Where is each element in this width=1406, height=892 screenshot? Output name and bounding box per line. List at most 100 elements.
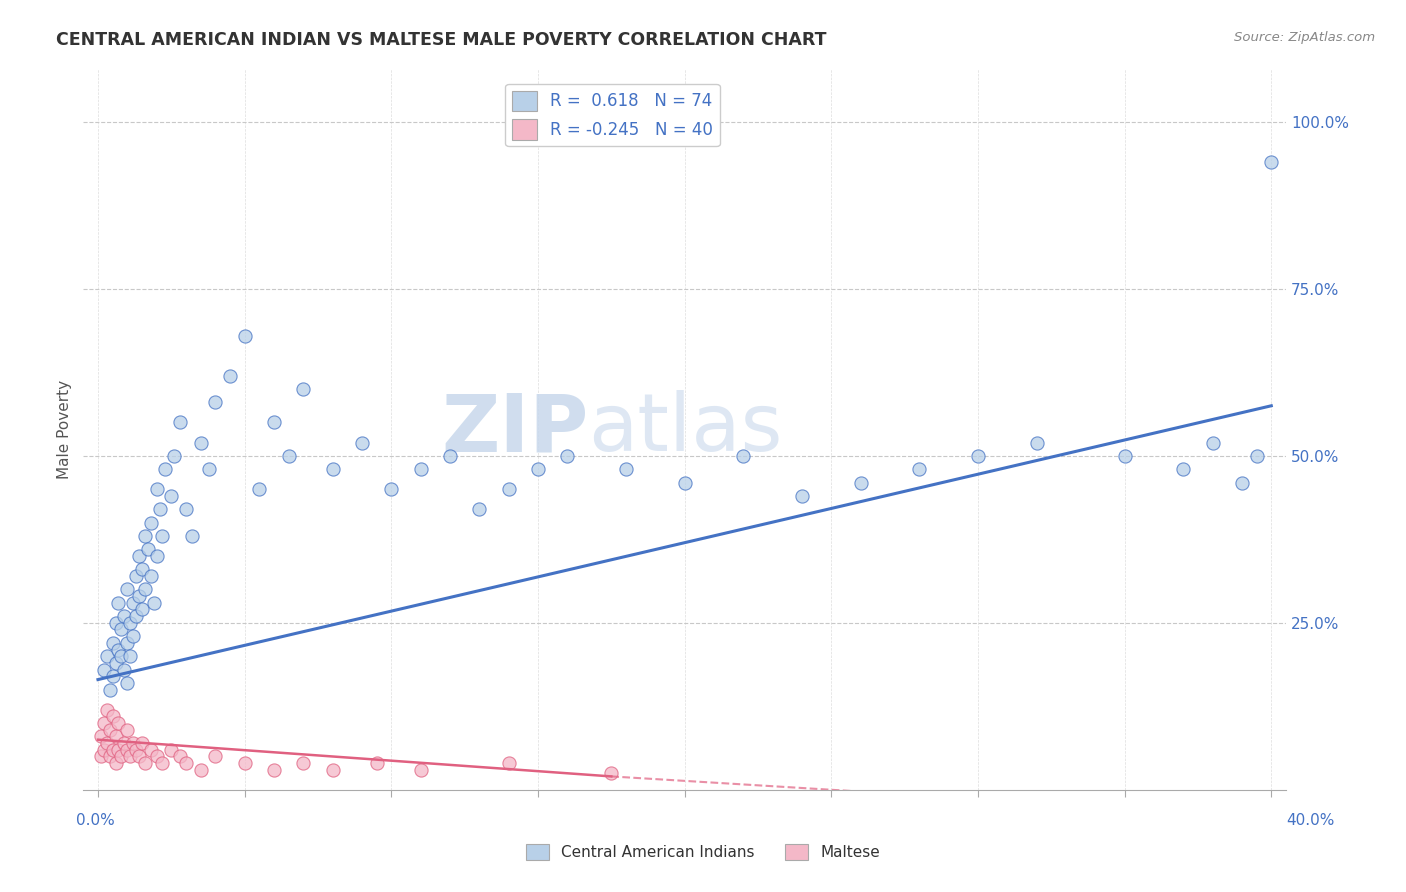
Point [104,615,127,630]
Text: ZIP: ZIP [441,390,589,468]
Point [1230,475,1253,490]
Point [160,489,183,503]
Point [93,716,115,731]
Point [204,749,226,764]
Point [498,482,520,496]
Point [204,395,226,409]
Point [174,502,197,516]
Point [128,589,150,603]
Point [673,475,696,490]
Point [90,730,112,744]
Point [409,462,432,476]
Point [145,482,167,496]
Point [131,562,153,576]
Point [366,756,388,770]
Text: 0.0%: 0.0% [76,814,115,828]
Y-axis label: Male Poverty: Male Poverty [58,380,72,479]
Point [277,449,299,463]
Point [112,663,135,677]
Point [107,596,129,610]
Point [134,529,156,543]
Point [101,636,124,650]
Point [908,462,931,476]
Point [139,516,162,530]
Point [292,756,315,770]
Point [263,416,285,430]
Point [322,462,344,476]
Point [125,569,148,583]
Point [322,763,344,777]
Point [439,449,461,463]
Legend: Central American Indians, Maltese: Central American Indians, Maltese [520,838,886,866]
Point [152,529,174,543]
Point [263,763,285,777]
Point [155,462,177,476]
Point [120,749,142,764]
Point [600,766,623,780]
Point [117,636,139,650]
Point [190,435,212,450]
Point [468,502,491,516]
Point [128,549,150,563]
Point [292,382,315,396]
Point [350,435,373,450]
Point [117,676,139,690]
Point [107,716,129,731]
Point [107,742,129,756]
Point [122,736,145,750]
Point [101,669,124,683]
Point [131,602,153,616]
Point [498,756,520,770]
Point [136,542,159,557]
Point [163,449,186,463]
Text: atlas: atlas [589,390,783,468]
Point [169,416,191,430]
Point [169,749,191,764]
Point [1260,155,1282,169]
Point [93,742,115,756]
Point [128,749,150,764]
Point [142,596,165,610]
Point [122,596,145,610]
Point [110,623,132,637]
Point [117,723,139,737]
Point [122,629,145,643]
Text: 40.0%: 40.0% [1286,814,1334,828]
Point [120,649,142,664]
Point [134,582,156,597]
Point [104,730,127,744]
Point [733,449,755,463]
Point [134,756,156,770]
Point [145,749,167,764]
Point [104,756,127,770]
Point [1173,462,1195,476]
Point [112,609,135,624]
Point [90,749,112,764]
Point [198,462,221,476]
Point [131,736,153,750]
Point [107,642,129,657]
Point [180,529,202,543]
Point [152,756,174,770]
Point [145,549,167,563]
Point [101,709,124,723]
Point [117,742,139,756]
Point [1025,435,1047,450]
Point [967,449,990,463]
Point [139,569,162,583]
Point [160,742,183,756]
Point [125,742,148,756]
Point [555,449,578,463]
Point [790,489,813,503]
Point [104,656,127,670]
Point [139,742,162,756]
Point [96,649,118,664]
Point [98,749,121,764]
Point [219,368,242,383]
Point [380,482,402,496]
Point [849,475,872,490]
Point [148,502,170,516]
Point [527,462,550,476]
Point [96,703,118,717]
Point [233,756,256,770]
